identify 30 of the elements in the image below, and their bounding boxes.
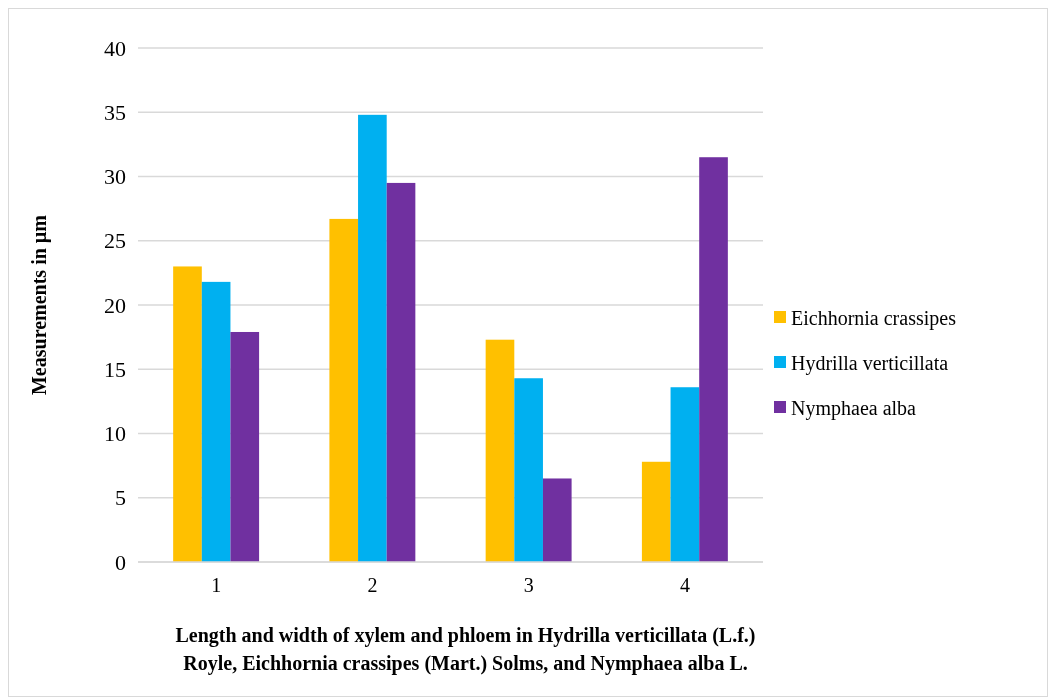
- legend-label: Eichhornia crassipes: [791, 307, 957, 330]
- y-tick-label: 15: [104, 356, 126, 382]
- bar: [230, 331, 260, 562]
- x-axis-title: Length and width of xylem and phloem in Hydrilla verticillata (L.f.) Royle, Eichhornia crassipes (Mart.) Solms, and Nymphaea alba L.: [175, 624, 756, 675]
- bar: [699, 157, 728, 562]
- bar: [386, 182, 416, 562]
- legend-label: Hydrilla verticillata: [791, 352, 949, 375]
- bar: [329, 218, 359, 562]
- bar: [670, 387, 700, 562]
- bar: [514, 378, 543, 562]
- y-tick-label: 5: [115, 485, 126, 511]
- x-tick-label: 3: [523, 574, 534, 596]
- y-tick-label: 25: [104, 228, 126, 254]
- legend-label: Nymphaea alba: [791, 397, 917, 420]
- y-tick-label: 40: [104, 35, 126, 61]
- bar: [641, 461, 671, 562]
- bar: [201, 281, 231, 562]
- y-tick-label: 0: [115, 549, 126, 575]
- y-tick-label: 35: [104, 99, 126, 125]
- bar: [173, 266, 202, 562]
- x-tick-label: 1: [211, 574, 222, 596]
- x-tick-label: 2: [367, 574, 378, 596]
- x-tick-label: 4: [679, 574, 690, 596]
- bar: [485, 339, 515, 562]
- y-tick-label: 10: [104, 421, 126, 447]
- bar: [358, 114, 387, 562]
- y-tick-label: 20: [104, 292, 126, 318]
- bar: [542, 478, 572, 562]
- y-axis-title: Measurements in µm: [28, 214, 51, 396]
- y-tick-label: 30: [104, 164, 126, 190]
